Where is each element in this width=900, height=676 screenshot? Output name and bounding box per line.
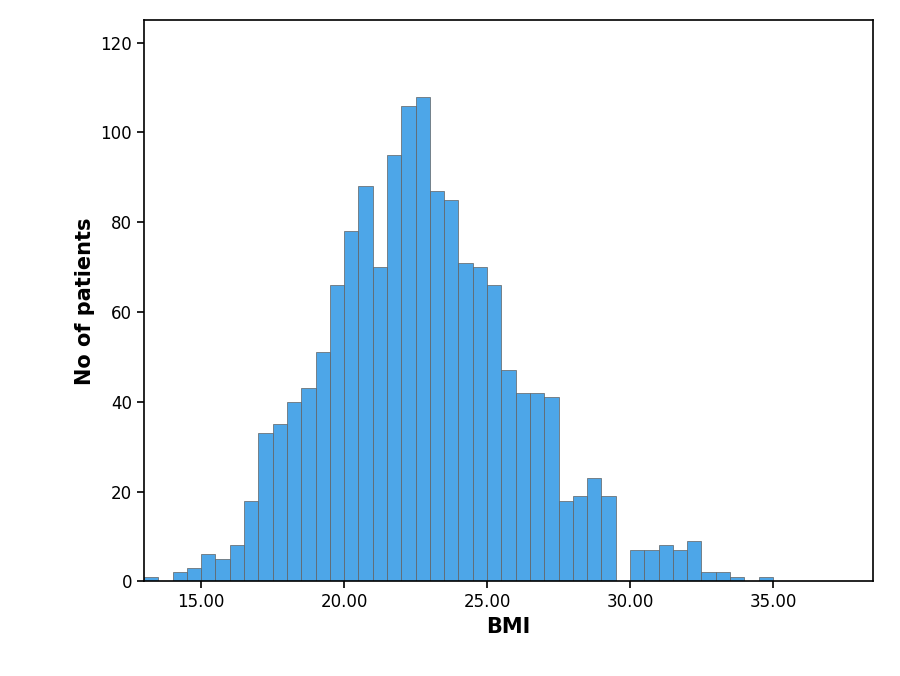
- Bar: [302, 388, 316, 581]
- Bar: [144, 577, 158, 581]
- Bar: [329, 285, 344, 581]
- X-axis label: BMI: BMI: [486, 617, 531, 637]
- Bar: [559, 500, 572, 581]
- Bar: [516, 393, 530, 581]
- Bar: [244, 500, 258, 581]
- Bar: [215, 559, 230, 581]
- Bar: [701, 573, 716, 581]
- Bar: [630, 550, 644, 581]
- Bar: [572, 496, 587, 581]
- Bar: [472, 267, 487, 581]
- Bar: [401, 105, 416, 581]
- Bar: [230, 546, 244, 581]
- Bar: [387, 155, 401, 581]
- Bar: [659, 546, 673, 581]
- Bar: [416, 97, 430, 581]
- Bar: [358, 187, 373, 581]
- Bar: [544, 397, 559, 581]
- Bar: [187, 568, 202, 581]
- Bar: [287, 402, 302, 581]
- Bar: [688, 541, 701, 581]
- Bar: [730, 577, 744, 581]
- Bar: [587, 478, 601, 581]
- Bar: [430, 191, 445, 581]
- Bar: [258, 433, 273, 581]
- Bar: [644, 550, 659, 581]
- Bar: [487, 285, 501, 581]
- Bar: [458, 263, 473, 581]
- Bar: [601, 496, 616, 581]
- Bar: [202, 554, 215, 581]
- Bar: [344, 231, 358, 581]
- Bar: [501, 370, 516, 581]
- Bar: [273, 425, 287, 581]
- Bar: [173, 573, 187, 581]
- Bar: [530, 393, 544, 581]
- Bar: [759, 577, 773, 581]
- Bar: [316, 352, 329, 581]
- Bar: [673, 550, 688, 581]
- Bar: [445, 200, 458, 581]
- Bar: [716, 573, 730, 581]
- Bar: [373, 267, 387, 581]
- Y-axis label: No of patients: No of patients: [75, 217, 94, 385]
